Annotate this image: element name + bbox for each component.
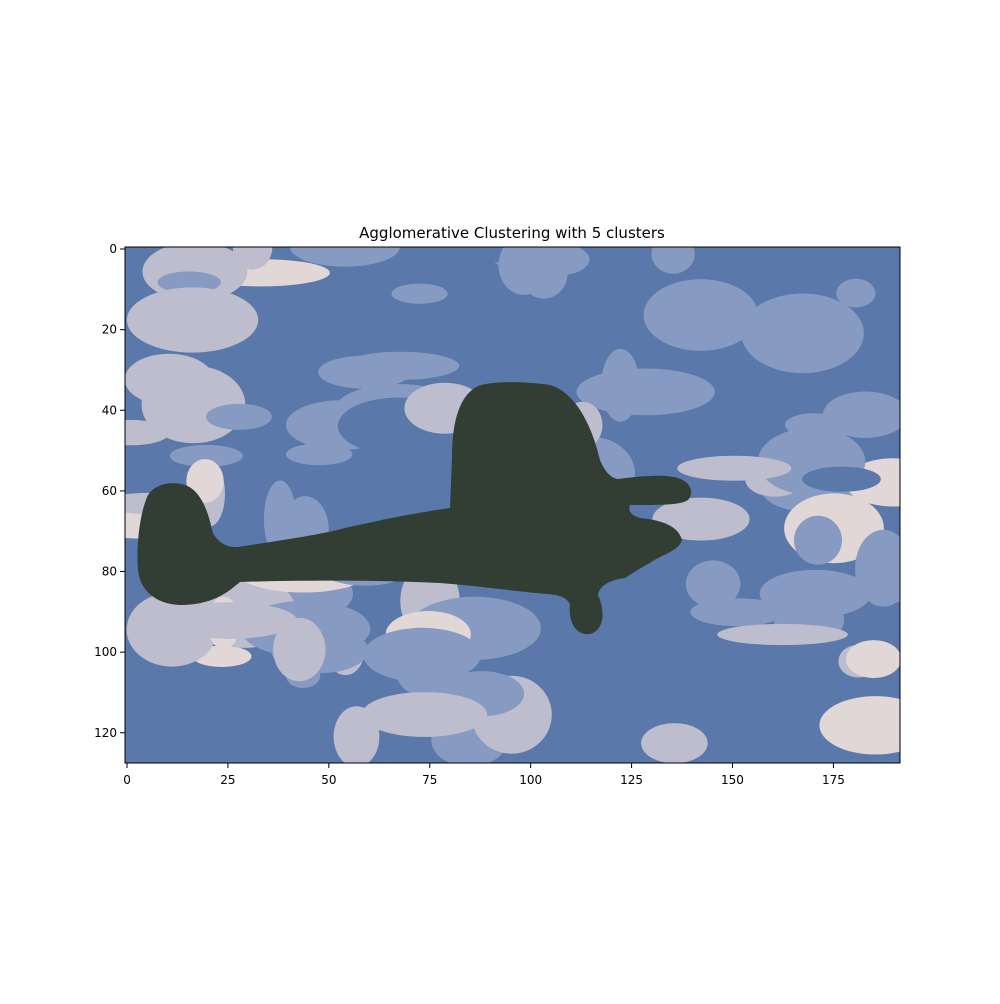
- cluster-patch: [855, 529, 900, 607]
- y-tick-label: 20: [102, 323, 117, 337]
- y-tick-label: 100: [94, 645, 117, 659]
- cluster-patch: [685, 560, 741, 608]
- cluster-patch: [651, 247, 695, 274]
- cluster-patch: [759, 569, 871, 618]
- cluster-patch: [420, 256, 512, 316]
- y-axis: 0 20 40 60 80 100 120: [94, 242, 125, 740]
- cluster-patch: [823, 391, 900, 438]
- y-tick-label: 120: [94, 726, 117, 740]
- x-tick-label: 50: [321, 773, 336, 787]
- cluster-patch: [126, 287, 259, 353]
- x-tick-label: 25: [220, 773, 235, 787]
- cluster-patch: [846, 640, 900, 679]
- cluster-patch: [290, 247, 400, 267]
- airplane-cluster: [137, 382, 692, 635]
- plot-area: [124, 246, 901, 764]
- cluster-patch: [741, 293, 864, 374]
- cluster-patch: [717, 623, 848, 646]
- cluster-patch: [520, 249, 568, 299]
- cluster-patch: [232, 247, 273, 270]
- chart-title: Agglomerative Clustering with 5 clusters: [359, 224, 665, 242]
- cluster-patch: [263, 480, 297, 559]
- x-tick-label: 175: [822, 773, 845, 787]
- cluster-patch: [160, 602, 297, 639]
- y-tick-label: 60: [102, 484, 117, 498]
- cluster-patch: [186, 459, 224, 503]
- cluster-patch: [652, 497, 750, 541]
- x-tick-label: 75: [422, 773, 437, 787]
- y-tick-label: 80: [102, 565, 117, 579]
- cluster-patch: [206, 403, 272, 430]
- cluster-patch: [157, 271, 221, 294]
- x-tick-label: 150: [721, 773, 744, 787]
- cluster-patch: [318, 355, 411, 389]
- cluster-patch: [601, 348, 640, 422]
- cluster-patch: [794, 515, 842, 565]
- x-tick-label: 125: [620, 773, 643, 787]
- cluster-image: [125, 247, 900, 763]
- cluster-patch: [576, 368, 715, 416]
- cluster-patch: [836, 278, 876, 308]
- x-tick-label: 0: [123, 773, 131, 787]
- cluster-patch: [785, 413, 842, 437]
- cluster-patch: [391, 283, 448, 304]
- x-axis: 0 25 50 75 100 125 150 175: [123, 763, 845, 787]
- y-tick-label: 0: [109, 242, 117, 256]
- cluster-patch: [363, 627, 482, 683]
- cluster-patch: [819, 696, 900, 755]
- cluster-patch: [641, 723, 708, 763]
- cluster-patch: [273, 617, 326, 682]
- cluster-patch: [125, 353, 214, 406]
- cluster-patch: [643, 279, 758, 351]
- cluster-patch: [361, 692, 488, 737]
- y-tick-label: 40: [102, 403, 117, 417]
- cluster-patch: [169, 444, 243, 467]
- cluster-patch: [677, 455, 792, 481]
- cluster-patch: [690, 598, 785, 627]
- x-tick-label: 100: [519, 773, 542, 787]
- cluster-patch: [802, 466, 881, 492]
